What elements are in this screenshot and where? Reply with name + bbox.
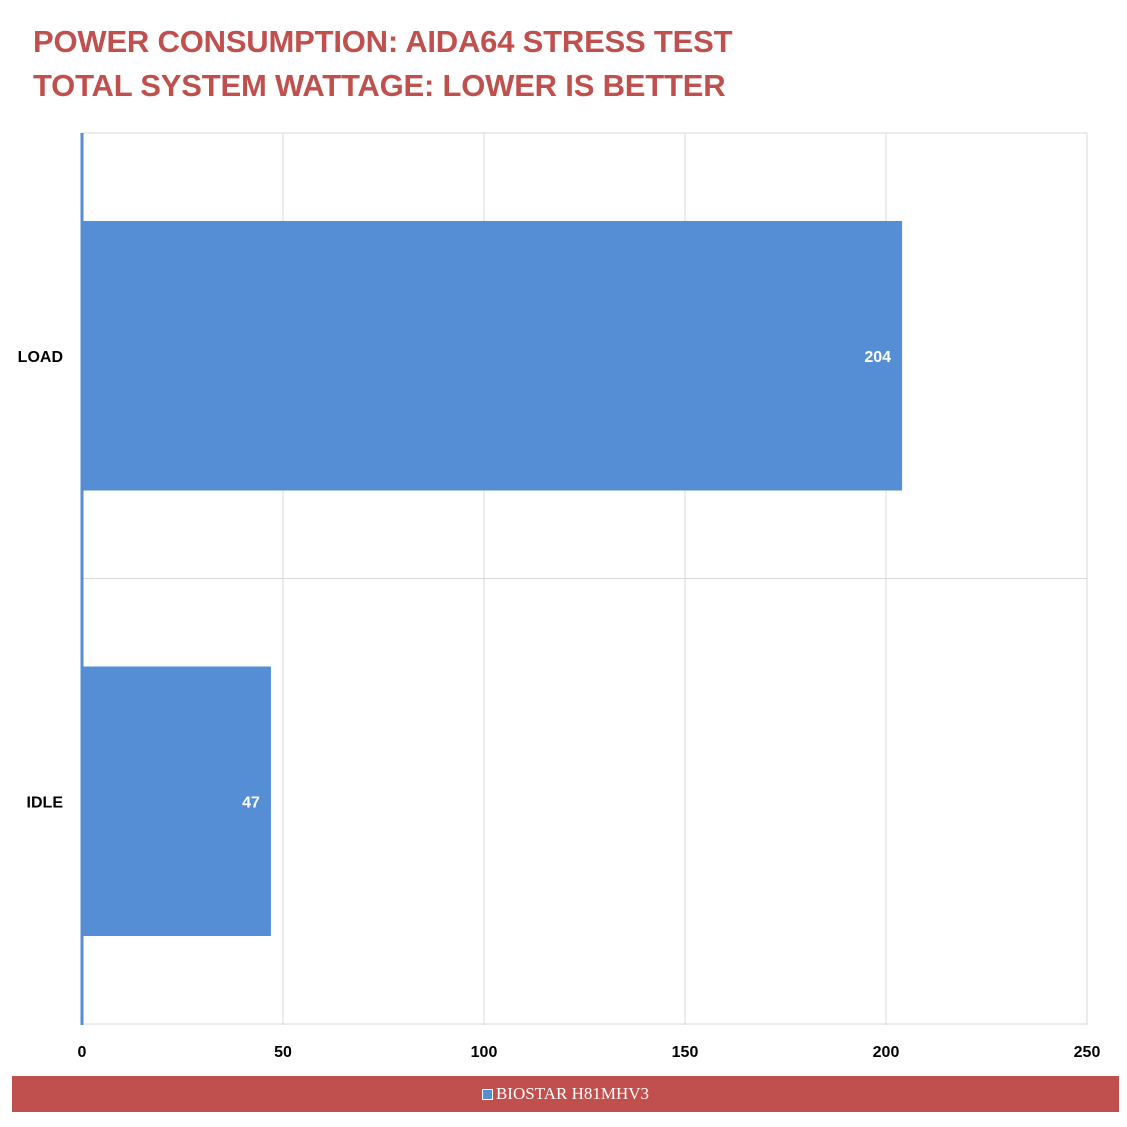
x-tick-label: 100 <box>471 1044 498 1061</box>
data-label-idle: 47 <box>242 794 260 811</box>
chart-title: POWER CONSUMPTION: AIDA64 STRESS TEST <box>33 24 733 59</box>
legend-swatch <box>481 1088 493 1100</box>
chart-subtitle: TOTAL SYSTEM WATTAGE: LOWER IS BETTER <box>33 68 726 103</box>
x-tick-label: 200 <box>873 1044 900 1061</box>
category-label-idle: IDLE <box>27 794 64 811</box>
legend-label: BIOSTAR H81MHV3 <box>495 1084 650 1103</box>
bar-idle <box>82 666 271 937</box>
bar-chart: 204 LOAD 47 IDLE 0 50 100 150 200 250 <box>18 132 1101 1061</box>
chart-title-block: POWER CONSUMPTION: AIDA64 STRESS TEST TO… <box>33 20 733 108</box>
category-label-load: LOAD <box>18 349 63 366</box>
data-label-load: 204 <box>864 349 891 366</box>
x-tick-label: 250 <box>1074 1044 1101 1061</box>
x-tick-label: 0 <box>78 1044 87 1061</box>
legend: BIOSTAR H81MHV3 <box>12 1076 1119 1112</box>
x-tick-label: 50 <box>274 1044 292 1061</box>
bar-load <box>82 220 903 491</box>
x-tick-label: 150 <box>672 1044 699 1061</box>
